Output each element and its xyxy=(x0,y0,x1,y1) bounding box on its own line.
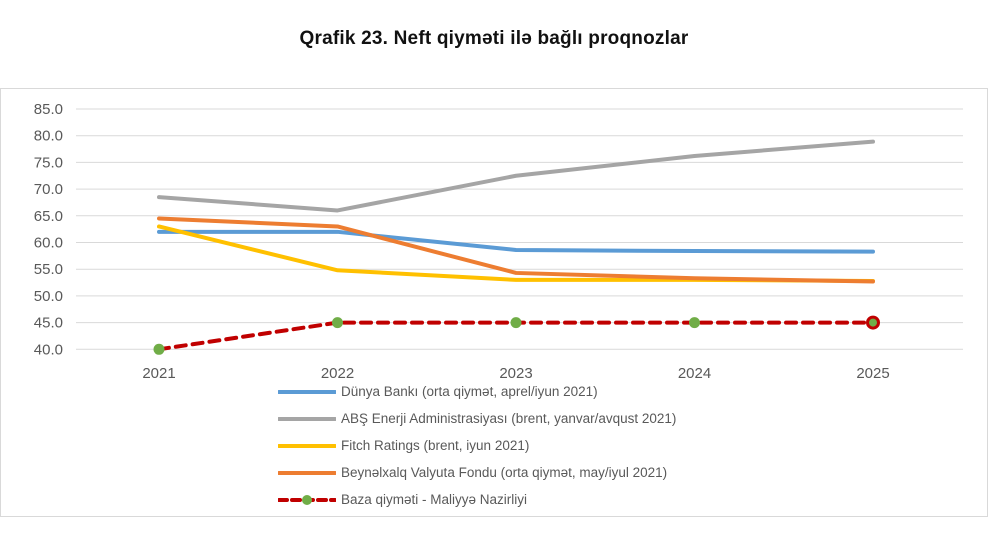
data-point-marker xyxy=(866,315,880,330)
series-line xyxy=(157,229,875,254)
x-axis-tick-label: 2024 xyxy=(678,365,711,382)
data-point-marker xyxy=(153,343,165,355)
y-axis-tick-label: 60.0 xyxy=(34,235,63,252)
legend-item: Baza qiyməti - Maliyyə Nazirliyi xyxy=(278,486,676,513)
series-line xyxy=(157,216,875,284)
y-axis-tick-label: 85.0 xyxy=(34,101,63,118)
legend-item: Fitch Ratings (brent, iyun 2021) xyxy=(278,432,676,459)
x-axis-tick-label: 2025 xyxy=(856,365,889,382)
legend-item: Dünya Bankı (orta qiymət, aprel/iyun 202… xyxy=(278,378,676,405)
legend-item-label: Beynəlxalq Valyuta Fondu (orta qiymət, m… xyxy=(341,465,668,480)
legend-line-swatch-icon xyxy=(278,494,336,505)
y-axis-tick-label: 40.0 xyxy=(34,341,63,358)
data-point-marker xyxy=(332,317,343,329)
legend-item-label: Baza qiyməti - Maliyyə Nazirliyi xyxy=(341,492,528,507)
y-axis-tick-label: 80.0 xyxy=(34,128,63,145)
data-point-marker xyxy=(510,317,522,329)
legend-item-label: ABŞ Enerji Administrasiyası (brent, yanv… xyxy=(341,411,677,426)
legend-item: Beynəlxalq Valyuta Fondu (orta qiymət, m… xyxy=(278,459,676,486)
y-axis-tick-label: 70.0 xyxy=(34,181,63,198)
y-axis-tick-label: 45.0 xyxy=(34,315,63,332)
y-axis-tick-label: 50.0 xyxy=(34,288,63,305)
y-axis-tick-label: 65.0 xyxy=(34,208,63,225)
chart-panel: 40.0 45.0 50.0 55.0 60.0 65.0 70.0 75.0 80.0 85.0… xyxy=(0,88,988,517)
y-axis-tick-label: 55.0 xyxy=(34,261,63,278)
x-axis-tick-label: 2021 xyxy=(142,365,175,382)
legend-item-label: Dünya Bankı (orta qiymət, aprel/iyun 202… xyxy=(341,384,598,399)
chart-legend: Dünya Bankı (orta qiymət, aprel/iyun 202… xyxy=(278,378,676,513)
legend-line-swatch-icon xyxy=(278,470,336,475)
oil-price-line-chart: 40.0 45.0 50.0 55.0 60.0 65.0 70.0 75.0 80.0 85.0… xyxy=(34,101,963,382)
y-axis-tick-label: 75.0 xyxy=(34,154,63,171)
x-axis-tick-label: 2022 xyxy=(321,365,354,382)
legend-line-swatch-icon xyxy=(278,416,336,421)
x-axis-tick-label: 2023 xyxy=(499,365,532,382)
legend-line-swatch-icon xyxy=(278,443,336,448)
legend-line-swatch-icon xyxy=(278,389,336,394)
legend-swatch-marker xyxy=(302,494,312,505)
series-line xyxy=(157,139,875,213)
chart-title: Qrafik 23. Neft qiyməti ilə bağlı proqno… xyxy=(299,28,689,49)
legend-item-label: Fitch Ratings (brent, iyun 2021) xyxy=(341,438,530,453)
legend-item: ABŞ Enerji Administrasiyası (brent, yanv… xyxy=(278,405,676,432)
data-point-marker xyxy=(689,317,700,329)
